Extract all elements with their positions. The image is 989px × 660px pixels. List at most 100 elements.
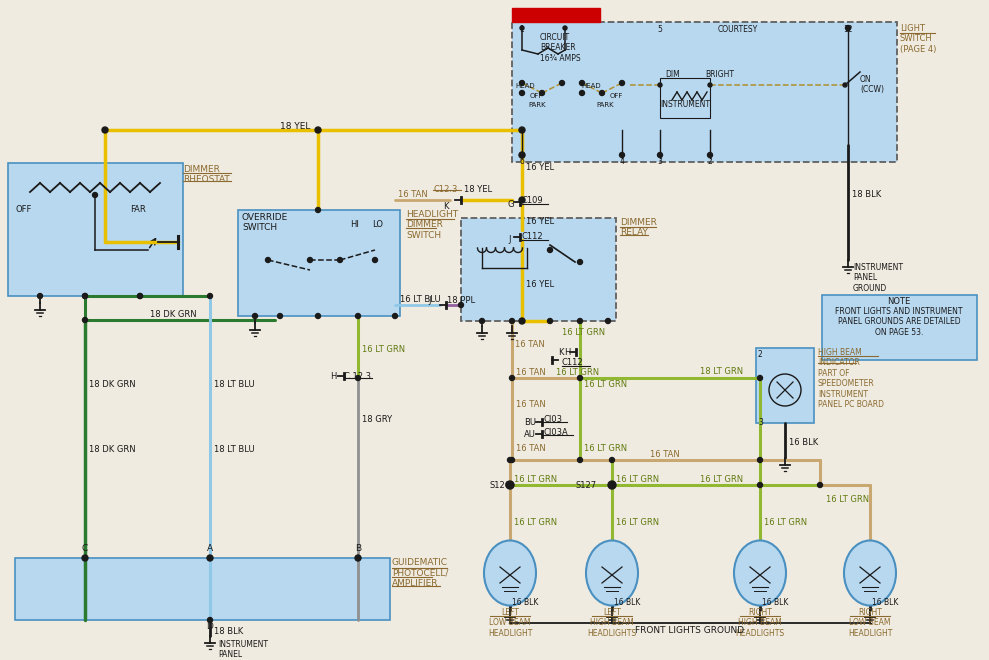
Text: 18 BLK: 18 BLK	[852, 190, 881, 199]
Text: 16 BLK: 16 BLK	[789, 438, 818, 447]
Circle shape	[519, 127, 525, 133]
Circle shape	[519, 152, 525, 158]
Circle shape	[208, 294, 213, 298]
Text: 18 YEL: 18 YEL	[464, 185, 493, 194]
Text: 18 BLK: 18 BLK	[214, 627, 243, 636]
Ellipse shape	[844, 541, 896, 605]
Text: HIGH BEAM
INDICATOR
PART OF
SPEEDOMETER
INSTRUMENT
PANEL PC BOARD: HIGH BEAM INDICATOR PART OF SPEEDOMETER …	[818, 348, 884, 409]
Bar	[238, 210, 400, 316]
Text: 2: 2	[707, 157, 712, 166]
Text: PARK: PARK	[596, 102, 613, 108]
Circle shape	[355, 314, 361, 319]
Text: HEAD: HEAD	[581, 83, 600, 89]
Text: 16 TAN: 16 TAN	[516, 400, 546, 409]
Circle shape	[337, 257, 342, 263]
Bar	[15, 558, 390, 620]
Text: INSTRUMENT
PANEL
GROUND: INSTRUMENT PANEL GROUND	[853, 263, 903, 293]
Text: 16 YEL: 16 YEL	[526, 163, 554, 172]
Text: J: J	[428, 296, 430, 305]
Text: AU: AU	[524, 430, 536, 439]
Circle shape	[506, 481, 514, 489]
Bar	[822, 295, 977, 360]
Circle shape	[315, 314, 320, 319]
Text: 16 BLK: 16 BLK	[872, 598, 898, 607]
Circle shape	[658, 152, 663, 158]
Circle shape	[608, 481, 616, 489]
Text: G: G	[508, 200, 514, 209]
Text: OVERRIDE
SWITCH: OVERRIDE SWITCH	[242, 213, 288, 232]
Circle shape	[519, 152, 524, 158]
Text: 2: 2	[758, 350, 763, 359]
Text: 18 YEL: 18 YEL	[280, 122, 311, 131]
Text: 16 LT BLU: 16 LT BLU	[400, 295, 441, 304]
Circle shape	[580, 81, 584, 86]
Text: PARK: PARK	[528, 102, 546, 108]
Text: 16 YEL: 16 YEL	[526, 217, 554, 226]
Text: S126: S126	[490, 481, 511, 490]
Text: 18 DK GRN: 18 DK GRN	[89, 380, 135, 389]
Text: DIMMER
RHEOSTAT: DIMMER RHEOSTAT	[183, 165, 229, 184]
Text: H: H	[564, 348, 571, 357]
Circle shape	[315, 127, 321, 133]
Text: J: J	[508, 235, 510, 244]
Circle shape	[548, 248, 553, 253]
Circle shape	[355, 555, 361, 561]
Circle shape	[758, 376, 763, 381]
Circle shape	[846, 26, 851, 30]
Circle shape	[38, 294, 43, 298]
Text: 18 GRY: 18 GRY	[362, 415, 392, 424]
Circle shape	[82, 294, 87, 298]
Circle shape	[102, 127, 108, 133]
Text: K: K	[558, 348, 564, 357]
Text: INSTRUMENT: INSTRUMENT	[660, 100, 710, 109]
Text: C: C	[82, 544, 88, 553]
Circle shape	[578, 259, 583, 265]
Circle shape	[609, 457, 614, 463]
Ellipse shape	[586, 541, 638, 605]
Text: 1: 1	[519, 25, 524, 34]
Text: 4: 4	[619, 157, 624, 166]
Text: B: B	[355, 544, 361, 553]
Circle shape	[373, 257, 378, 263]
Text: HEADLIGHT
DIMMER
SWITCH: HEADLIGHT DIMMER SWITCH	[406, 210, 458, 240]
Text: 18 LT BLU: 18 LT BLU	[214, 380, 254, 389]
Circle shape	[605, 319, 610, 323]
Circle shape	[278, 314, 283, 319]
Text: S127: S127	[576, 481, 597, 490]
Circle shape	[459, 302, 464, 308]
Text: BRIGHT: BRIGHT	[705, 70, 734, 79]
Circle shape	[137, 294, 142, 298]
Circle shape	[843, 83, 847, 87]
Text: 16 LT GRN: 16 LT GRN	[700, 475, 743, 484]
Circle shape	[548, 319, 553, 323]
Text: RIGHT
HIGH BEAM
HEADLIGHTS: RIGHT HIGH BEAM HEADLIGHTS	[736, 608, 784, 638]
Circle shape	[619, 152, 624, 158]
Text: 16 LT GRN: 16 LT GRN	[556, 368, 599, 377]
Circle shape	[315, 207, 320, 213]
Circle shape	[252, 314, 257, 319]
Text: K: K	[443, 202, 448, 211]
Circle shape	[509, 457, 514, 463]
Text: 18 DK GRN: 18 DK GRN	[89, 445, 135, 454]
Text: 5: 5	[658, 25, 663, 34]
Text: D: D	[207, 622, 214, 631]
Text: HI: HI	[350, 220, 359, 229]
Text: 16 LT GRN: 16 LT GRN	[616, 475, 659, 484]
Bar	[461, 218, 616, 321]
Circle shape	[560, 81, 565, 86]
Circle shape	[758, 457, 763, 463]
Bar	[756, 348, 814, 423]
Circle shape	[355, 376, 361, 381]
Circle shape	[207, 555, 213, 561]
Text: HOT AT ALL TIMES: HOT AT ALL TIMES	[516, 11, 595, 20]
Text: ON
(CCW): ON (CCW)	[860, 75, 884, 94]
Text: 16 BLK: 16 BLK	[614, 598, 640, 607]
Text: 16 TAN: 16 TAN	[516, 368, 546, 377]
Circle shape	[520, 26, 524, 30]
Text: FAR: FAR	[130, 205, 145, 214]
Text: BU: BU	[524, 418, 536, 427]
Ellipse shape	[734, 541, 786, 605]
Text: LO: LO	[372, 220, 383, 229]
Text: 16 TAN: 16 TAN	[515, 340, 545, 349]
Circle shape	[137, 294, 142, 298]
